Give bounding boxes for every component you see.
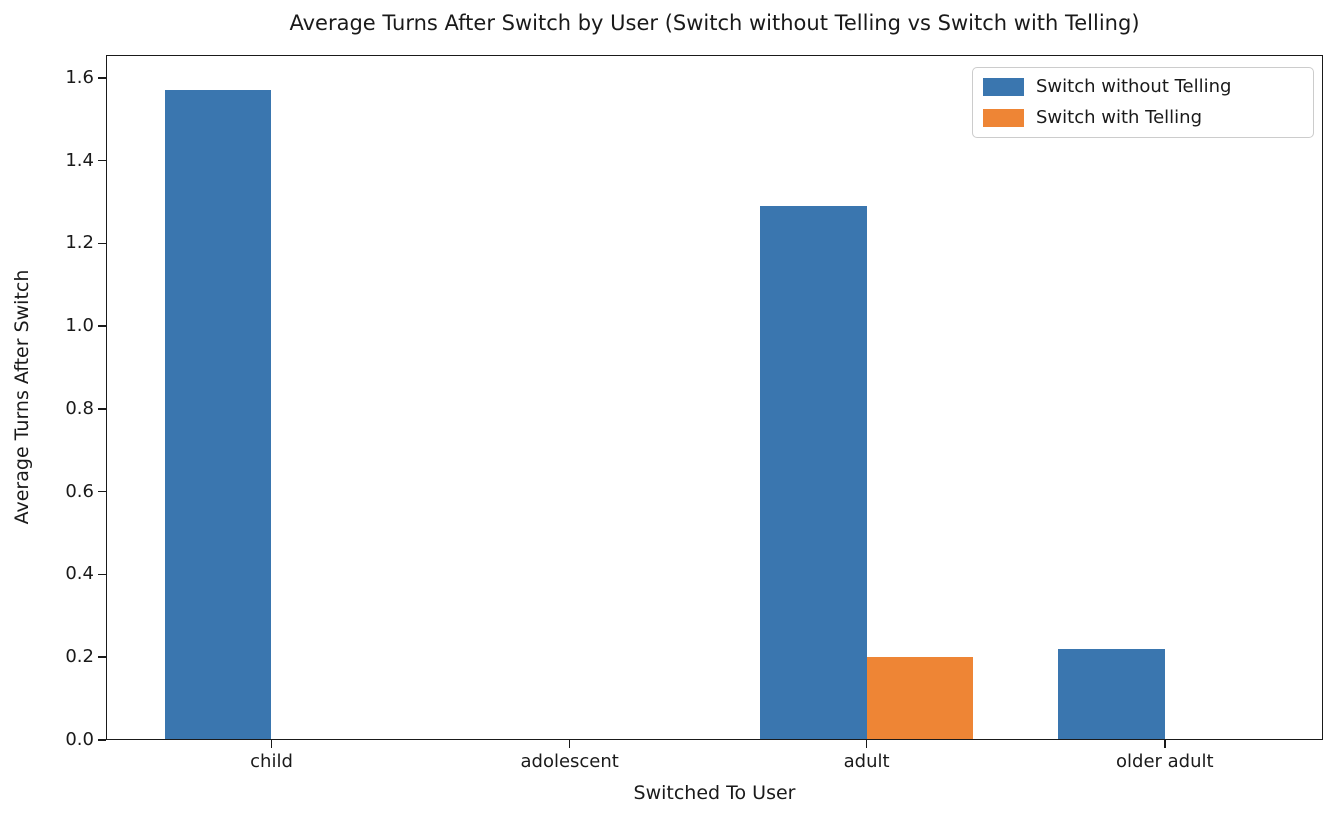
y-tick-mark: [98, 159, 106, 162]
y-tick-mark: [98, 408, 106, 410]
legend-label: Switch with Telling: [1036, 107, 1202, 128]
legend-swatch-icon: [983, 78, 1024, 96]
y-tick-label: 0.6: [65, 480, 94, 502]
y-tick-mark: [98, 739, 106, 741]
y-tick-mark: [98, 76, 106, 79]
x-tick-label: child: [250, 751, 293, 772]
bar-child-without-telling: [164, 90, 272, 740]
y-tick-mark: [98, 242, 106, 245]
x-tick-mark: [568, 740, 571, 748]
legend-entry: Switch without Telling: [983, 75, 1303, 99]
y-tick-label: 1.6: [65, 66, 94, 88]
x-tick-mark: [270, 740, 273, 748]
x-tick-label: adolescent: [520, 751, 619, 772]
chart-title: Average Turns After Switch by User (Swit…: [289, 11, 1140, 35]
y-tick-label: 0.0: [65, 729, 94, 750]
y-tick-label: 0.8: [65, 397, 94, 419]
y-tick-mark: [98, 325, 106, 327]
legend: Switch without Telling Switch with Tellin…: [972, 67, 1314, 138]
x-tick-label: adult: [843, 751, 890, 772]
bar-adult-with-telling: [866, 657, 974, 740]
y-tick-mark: [98, 656, 106, 658]
x-tick-mark: [865, 740, 868, 748]
y-tick-label: 1.0: [65, 315, 94, 337]
bar-older-adult-without-telling: [1058, 648, 1165, 740]
legend-label: Switch without Telling: [1036, 76, 1232, 97]
y-tick-label: 1.4: [65, 149, 94, 171]
legend-entry: Switch with Telling: [983, 106, 1303, 130]
legend-swatch-icon: [983, 109, 1024, 127]
bar-adult-without-telling: [760, 206, 867, 740]
y-tick-mark: [98, 573, 106, 576]
y-tick-label: 0.2: [65, 646, 94, 668]
x-axis-label: Switched To User: [633, 782, 796, 804]
x-tick-label: older adult: [1116, 751, 1214, 772]
y-axis-label: Average Turns After Switch: [11, 269, 33, 525]
x-tick-mark: [1163, 740, 1166, 748]
y-tick-label: 0.4: [65, 563, 94, 585]
y-tick-mark: [98, 490, 106, 493]
y-tick-label: 1.2: [65, 232, 94, 254]
